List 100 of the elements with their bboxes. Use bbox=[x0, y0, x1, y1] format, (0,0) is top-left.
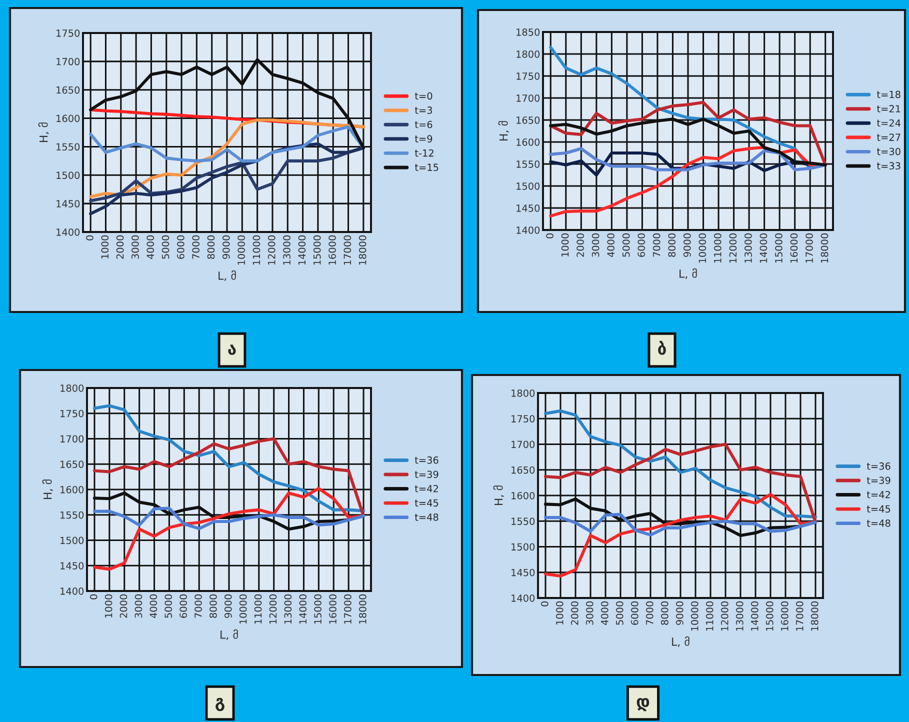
y-tick-label: 1600 bbox=[516, 138, 540, 146]
x-tick-label: 17000 bbox=[344, 235, 352, 265]
y-tick-label: 1600 bbox=[512, 492, 535, 500]
x-tick-label: 10000 bbox=[698, 233, 706, 263]
legend-label: t=42 bbox=[414, 484, 438, 492]
x-tick-label: 1000 bbox=[104, 594, 112, 618]
x-tick-label: 8000 bbox=[210, 594, 217, 618]
x-tick-label: 11000 bbox=[706, 601, 714, 631]
x-tick-label: 9000 bbox=[224, 594, 232, 618]
y-tick-label: 1450 bbox=[60, 562, 84, 570]
text: გ bbox=[216, 698, 224, 712]
legend-label: t=15 bbox=[414, 164, 438, 171]
y-tick-label: 1650 bbox=[56, 86, 80, 94]
x-tick-label: 17000 bbox=[806, 233, 813, 263]
x-tick-label: 16000 bbox=[790, 233, 798, 263]
x-tick-label: 14000 bbox=[299, 594, 307, 624]
y-axis-title: H, მ bbox=[498, 121, 509, 141]
x-tick-label: 11000 bbox=[254, 594, 262, 624]
x-tick-label: 16000 bbox=[329, 594, 336, 624]
legend-label: t=36 bbox=[866, 462, 890, 470]
legend-label: t=3 bbox=[414, 106, 432, 114]
x-tick-label: 2000 bbox=[576, 233, 584, 257]
legend-label: t=9 bbox=[414, 135, 432, 142]
x-axis-title: L, მ bbox=[672, 636, 690, 647]
legend-label: t=21 bbox=[876, 105, 900, 112]
x-axis-title: L, მ bbox=[680, 268, 697, 279]
x-tick-label: 18000 bbox=[358, 594, 366, 624]
y-tick-label: 1700 bbox=[512, 440, 535, 448]
x-tick-label: 5000 bbox=[616, 601, 624, 625]
y-axis-title: H, მ bbox=[493, 486, 504, 506]
legend-label: t=42 bbox=[866, 490, 890, 498]
y-tick-label: 1750 bbox=[60, 410, 84, 418]
x-tick-label: 1000 bbox=[556, 601, 564, 624]
y-tick-label: 1600 bbox=[56, 114, 80, 122]
x-tick-label: 13000 bbox=[744, 233, 752, 263]
x-tick-label: 9000 bbox=[683, 233, 691, 257]
y-tick-label: 1500 bbox=[56, 172, 80, 179]
x-tick-label: 6000 bbox=[180, 594, 187, 618]
x-tick-label: 4000 bbox=[146, 235, 154, 260]
x-tick-label: 6000 bbox=[176, 235, 184, 259]
y-tick-label: 1750 bbox=[56, 29, 80, 37]
x-tick-label: 10000 bbox=[690, 601, 698, 631]
y-tick-label: 1750 bbox=[512, 415, 535, 422]
y-tick-label: 1450 bbox=[512, 568, 535, 576]
y-tick-label: 1600 bbox=[60, 486, 84, 494]
x-tick-label: 2000 bbox=[120, 594, 128, 618]
legend-label: t=45 bbox=[414, 499, 438, 507]
y-axis-title: H, მ bbox=[42, 480, 53, 500]
y-tick-label: 1400 bbox=[56, 228, 80, 236]
y-tick-label: 1500 bbox=[512, 543, 535, 551]
x-tick-label: 12000 bbox=[269, 594, 277, 624]
x-tick-label: 0 bbox=[86, 235, 94, 240]
y-tick-label: 1650 bbox=[512, 466, 535, 474]
x-tick-label: 16000 bbox=[328, 235, 336, 265]
y-tick-label: 1450 bbox=[516, 204, 540, 212]
y-tick-label: 1700 bbox=[516, 94, 540, 102]
x-tick-label: 18000 bbox=[820, 233, 828, 263]
y-tick-label: 1850 bbox=[516, 28, 540, 36]
y-tick-label: 1500 bbox=[516, 182, 540, 190]
x-axis-title: L, მ bbox=[220, 629, 238, 640]
x-tick-label: 3000 bbox=[586, 601, 594, 625]
legend-label: t=39 bbox=[866, 476, 890, 484]
y-tick-label: 1700 bbox=[60, 435, 84, 443]
y-tick-label: 1500 bbox=[60, 536, 84, 544]
legend-label: t=18 bbox=[876, 90, 900, 98]
legend-label: t=27 bbox=[876, 134, 900, 141]
x-tick-label: 5000 bbox=[164, 594, 172, 618]
x-tick-label: 4000 bbox=[150, 594, 158, 618]
x-axis-title: L, მ bbox=[218, 270, 236, 281]
legend-label: t=30 bbox=[876, 148, 900, 156]
x-tick-label: 10000 bbox=[238, 235, 245, 265]
x-tick-label: 15000 bbox=[314, 594, 322, 624]
y-tick-label: 1400 bbox=[512, 594, 535, 602]
y-tick-label: 1650 bbox=[516, 116, 540, 124]
y-axis-title: H, მ bbox=[38, 122, 49, 142]
y-tick-label: 1650 bbox=[60, 460, 84, 468]
x-tick-label: 14000 bbox=[750, 601, 758, 631]
x-tick-label: 15000 bbox=[766, 601, 774, 631]
legend-label: t-12 bbox=[414, 149, 434, 157]
legend-label: t=36 bbox=[414, 456, 438, 464]
x-tick-label: 6000 bbox=[638, 233, 646, 257]
legend-label: t=33 bbox=[876, 162, 900, 170]
text: ბ bbox=[658, 340, 666, 355]
x-tick-label: 13000 bbox=[283, 235, 290, 265]
text: დ bbox=[636, 698, 650, 712]
x-tick-label: 1000 bbox=[561, 233, 569, 256]
y-tick-label: 1400 bbox=[60, 587, 84, 595]
x-tick-label: 13000 bbox=[284, 594, 292, 624]
y-tick-label: 1800 bbox=[512, 389, 535, 397]
x-tick-label: 2000 bbox=[116, 235, 124, 259]
x-tick-label: 11000 bbox=[252, 235, 260, 265]
legend-label: t=48 bbox=[866, 520, 890, 527]
x-tick-label: 6000 bbox=[630, 601, 638, 625]
x-tick-label: 5000 bbox=[162, 235, 170, 259]
x-tick-label: 15000 bbox=[313, 235, 321, 265]
x-tick-label: 0 bbox=[546, 233, 554, 238]
x-tick-label: 8000 bbox=[660, 601, 668, 625]
legend-label: t=45 bbox=[866, 505, 890, 513]
legend-label: t=0 bbox=[414, 92, 432, 100]
x-tick-label: 15000 bbox=[775, 233, 782, 263]
